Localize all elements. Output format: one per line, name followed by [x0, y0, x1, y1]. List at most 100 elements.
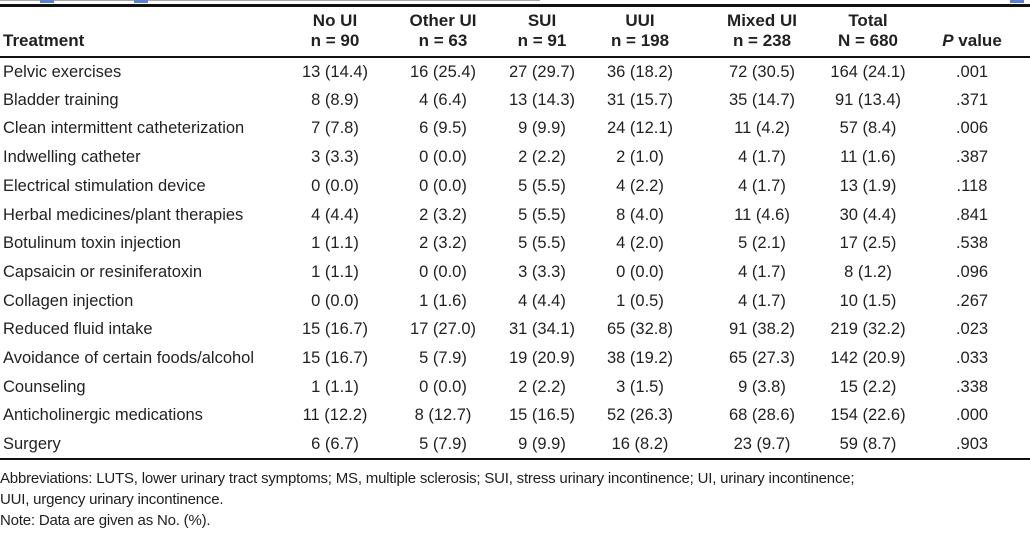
treatment-cell: Capsaicin or resiniferatoxin [3, 262, 203, 281]
cropped-text-artifact-strip [0, 0, 1030, 4]
table-row: Pelvic exercises 13 (14.4) 16 (25.4) 27 … [0, 57, 1030, 86]
p-value-cell: .267 [955, 291, 989, 310]
total-cell: 142 (20.9) [830, 348, 906, 367]
sui-cell: 31 (34.1) [508, 320, 576, 339]
table-row: Avoidance of certain foods/alcohol 15 (1… [0, 344, 1030, 373]
p-symbol: P [942, 31, 954, 50]
no-ui-cell: 0 (0.0) [311, 176, 359, 195]
sui-cell: 5 (5.5) [518, 205, 566, 224]
cropped-text-artifact [0, 0, 540, 1]
mixed-ui-cell: 68 (28.6) [728, 406, 796, 425]
abbreviations-note-continued: UUI, urgency urinary incontinence. [0, 490, 224, 508]
p-value-cell: .006 [955, 119, 989, 138]
column-sublabel: n = 90 [310, 31, 360, 50]
sui-cell: 9 (9.9) [518, 434, 566, 453]
p-value-cell: .841 [955, 205, 989, 224]
column-label: SUI [527, 11, 557, 30]
sui-cell: 15 (16.5) [508, 406, 576, 425]
other-ui-cell: 2 (3.2) [419, 205, 467, 224]
p-value-cell: .118 [956, 176, 988, 195]
cropped-text-artifact [1010, 0, 1024, 3]
sui-cell: 3 (3.3) [518, 262, 566, 281]
no-ui-cell: 3 (3.3) [311, 148, 359, 167]
table-row: Electrical stimulation device 0 (0.0) 0 … [0, 172, 1030, 201]
mixed-ui-cell: 72 (30.5) [728, 62, 796, 81]
treatment-cell: Collagen injection [3, 291, 134, 310]
table-row: Surgery 6 (6.7) 5 (7.9) 9 (9.9) 16 (8.2)… [0, 430, 1030, 459]
table-row: Counseling 1 (1.1) 0 (0.0) 2 (2.2) 3 (1.… [0, 373, 1030, 402]
total-cell: 15 (2.2) [839, 377, 897, 396]
column-header-mixed-ui: Mixed UI n = 238 [702, 5, 822, 58]
treatment-cell: Reduced fluid intake [3, 320, 153, 339]
uui-cell: 8 (4.0) [616, 205, 664, 224]
other-ui-cell: 0 (0.0) [419, 262, 467, 281]
p-value-cell: .338 [955, 377, 989, 396]
mixed-ui-cell: 91 (38.2) [728, 320, 796, 339]
column-label: value [958, 31, 1002, 50]
p-value-cell: .387 [955, 148, 989, 167]
sui-cell: 2 (2.2) [518, 148, 566, 167]
p-value-cell: .096 [955, 262, 989, 281]
column-header-uui: UUI n = 198 [578, 5, 702, 58]
header-row: Treatment No UI n = 90 Other UI n = 63 S… [0, 5, 1030, 58]
treatment-cell: Anticholinergic medications [3, 406, 203, 425]
column-label: Total [848, 11, 888, 30]
no-ui-cell: 8 (8.9) [311, 90, 359, 109]
no-ui-cell: 0 (0.0) [311, 291, 359, 310]
p-value-cell: .538 [955, 234, 989, 253]
mixed-ui-cell: 9 (3.8) [738, 377, 786, 396]
treatment-cell: Electrical stimulation device [3, 176, 206, 195]
cropped-text-artifact [40, 0, 54, 3]
uui-cell: 3 (1.5) [616, 377, 664, 396]
table-row: Bladder training 8 (8.9) 4 (6.4) 13 (14.… [0, 86, 1030, 115]
no-ui-cell: 15 (16.7) [301, 320, 369, 339]
sui-cell: 4 (4.4) [518, 291, 566, 310]
total-cell: 11 (1.6) [840, 148, 896, 167]
table-row: Herbal medicines/plant therapies 4 (4.4)… [0, 200, 1030, 229]
mixed-ui-cell: 4 (1.7) [738, 148, 786, 167]
p-value-cell: .023 [955, 320, 989, 339]
no-ui-cell: 1 (1.1) [311, 234, 359, 253]
sui-cell: 9 (9.9) [518, 119, 566, 138]
other-ui-cell: 5 (7.9) [419, 434, 467, 453]
no-ui-cell: 4 (4.4) [311, 205, 359, 224]
column-label: Other UI [409, 11, 477, 30]
uui-cell: 38 (19.2) [606, 348, 674, 367]
total-cell: 154 (22.6) [830, 406, 906, 425]
mixed-ui-cell: 11 (4.2) [734, 119, 790, 138]
uui-cell: 4 (2.0) [616, 234, 664, 253]
total-cell: 91 (13.4) [834, 90, 902, 109]
total-cell: 164 (24.1) [830, 62, 906, 81]
table-header: Treatment No UI n = 90 Other UI n = 63 S… [0, 5, 1030, 58]
treatment-cell: Herbal medicines/plant therapies [3, 205, 244, 224]
sui-cell: 27 (29.7) [508, 62, 576, 81]
uui-cell: 52 (26.3) [606, 406, 674, 425]
p-value-cell: .371 [955, 90, 989, 109]
treatment-cell: Avoidance of certain foods/alcohol [3, 348, 255, 367]
other-ui-cell: 6 (9.5) [419, 119, 467, 138]
column-label: No UI [312, 11, 358, 30]
table-row: Capsaicin or resiniferatoxin 1 (1.1) 0 (… [0, 258, 1030, 287]
mixed-ui-cell: 5 (2.1) [738, 234, 786, 253]
uui-cell: 0 (0.0) [616, 262, 664, 281]
treatment-comparison-table: Treatment No UI n = 90 Other UI n = 63 S… [0, 4, 1030, 460]
data-format-note: Note: Data are given as No. (%). [0, 511, 211, 529]
column-header-no-ui: No UI n = 90 [290, 5, 380, 58]
p-value-cell: .001 [955, 62, 989, 81]
other-ui-cell: 0 (0.0) [419, 148, 467, 167]
total-cell: 13 (1.9) [839, 176, 897, 195]
other-ui-cell: 16 (25.4) [409, 62, 477, 81]
abbreviations-note: Abbreviations: LUTS, lower urinary tract… [0, 469, 855, 487]
mixed-ui-cell: 65 (27.3) [728, 348, 796, 367]
table-row: Clean intermittent catheterization 7 (7.… [0, 114, 1030, 143]
treatment-cell: Clean intermittent catheterization [3, 119, 245, 138]
total-cell: 59 (8.7) [839, 434, 897, 453]
other-ui-cell: 0 (0.0) [419, 377, 467, 396]
p-value-cell: .000 [955, 406, 989, 425]
total-cell: 17 (2.5) [839, 234, 897, 253]
total-cell: 8 (1.2) [844, 262, 892, 281]
column-header-total: Total N = 680 [822, 5, 914, 58]
sui-cell: 5 (5.5) [518, 176, 566, 195]
